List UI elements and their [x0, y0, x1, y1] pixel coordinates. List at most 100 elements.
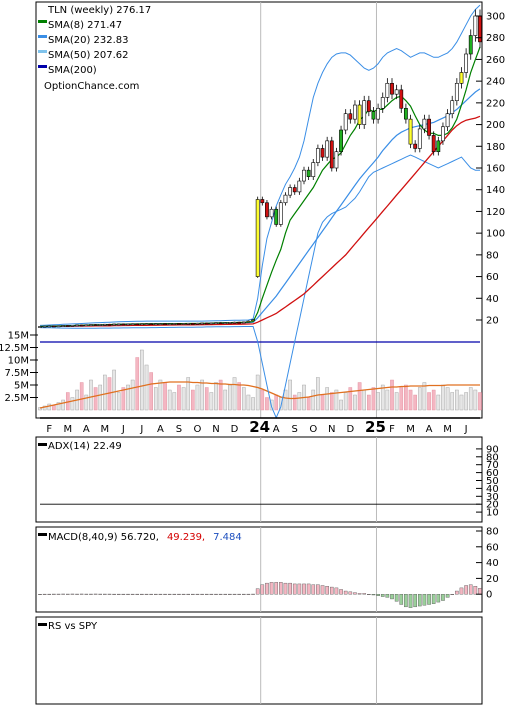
volume-bar: [251, 397, 255, 411]
sma50-line: [40, 115, 481, 328]
volume-bar: [218, 379, 223, 411]
candle-body: [47, 325, 52, 328]
candle-body: [93, 324, 98, 326]
volume-bar: [223, 389, 228, 411]
candle-body: [343, 113, 348, 131]
candle-body: [126, 323, 130, 326]
candle-body: [172, 323, 177, 325]
candle-body: [61, 325, 66, 327]
price-tick-label: 40: [486, 294, 499, 305]
candle-body: [190, 323, 195, 325]
volume-bar: [468, 387, 473, 411]
candle-body: [450, 100, 455, 115]
macd-histogram-bar: [237, 593, 241, 595]
volume-bar: [348, 387, 353, 411]
macd-histogram-bar: [107, 593, 112, 595]
candle-body: [278, 202, 283, 225]
price-tick-label: 100: [486, 229, 505, 240]
candle-body: [121, 323, 126, 326]
macd-signal-value: 49.239,: [167, 532, 205, 543]
macd-histogram-bar: [288, 582, 292, 595]
volume-bar: [455, 389, 459, 411]
macd-histogram-bar: [269, 582, 274, 595]
candle-body: [353, 104, 357, 120]
x-axis-label: J: [464, 424, 468, 435]
macd-histogram-bar: [130, 593, 135, 595]
macd-histogram-bar: [42, 593, 47, 595]
volume-bar: [98, 384, 103, 411]
macd-histogram-bar: [209, 593, 214, 595]
candle-body: [260, 199, 265, 204]
macd-grid: [260, 527, 377, 612]
x-axis-label: A: [157, 424, 164, 435]
candle-body: [130, 323, 135, 326]
price-tick-label: 60: [486, 272, 499, 283]
volume-bar: [163, 382, 167, 411]
candle-body: [181, 323, 186, 325]
candle-body: [98, 324, 103, 326]
macd-histogram-bar: [255, 588, 260, 595]
macd-histogram-bar: [126, 593, 130, 595]
macd-histogram-bar: [135, 593, 140, 595]
x-axis-label: A: [426, 424, 433, 435]
volume-bar: [140, 349, 144, 411]
adx-tick-label: 10: [486, 508, 499, 519]
candle-body: [227, 322, 232, 324]
candle-body: [297, 180, 302, 193]
macd-histogram-bar: [404, 594, 408, 608]
macd-histogram-bar: [306, 583, 311, 595]
candle-body: [153, 323, 158, 325]
candle-body: [177, 323, 181, 325]
candle-body: [394, 89, 399, 95]
candle-body: [436, 140, 441, 153]
macd-histogram-bar: [357, 593, 362, 595]
price-tick-label: 200: [486, 120, 505, 131]
macd-histogram-bar: [195, 593, 200, 595]
candle-body: [75, 324, 79, 327]
candle-body: [237, 321, 242, 324]
macd-histogram-bar: [450, 594, 455, 595]
rs-legend-swatch: [38, 623, 47, 626]
volume-bar: [255, 374, 260, 411]
legend-swatch-sma50: [38, 50, 47, 53]
macd-histogram-bar: [223, 593, 228, 595]
volume-bar: [427, 392, 431, 411]
price-legend: TLN (weekly) 276.17 SMA(8) 271.47 SMA(20…: [38, 5, 151, 92]
volume-bar: [260, 389, 265, 411]
x-axis-label: M: [443, 424, 452, 435]
candle-body: [399, 89, 404, 109]
volume-bar: [441, 384, 445, 411]
macd-tick-label: 40: [486, 558, 499, 569]
macd-histogram-bar: [431, 594, 436, 604]
volume-tick-label: 15M: [8, 331, 29, 342]
volume-bar: [144, 364, 149, 411]
volume-bar: [459, 394, 464, 411]
macd-histogram-bar: [140, 593, 144, 595]
macd-histogram-bar: [371, 594, 376, 596]
volume-bar: [153, 387, 158, 411]
macd-tick-label: 0: [486, 590, 492, 601]
bollinger-upper-line: [39, 4, 481, 326]
macd-histogram-bar: [464, 585, 468, 595]
candle-body: [42, 325, 47, 328]
rs-panel-frame: [35, 616, 483, 705]
candle-body: [209, 322, 214, 325]
macd-histogram-bar: [186, 593, 191, 595]
macd-histogram-bar: [172, 593, 177, 595]
volume-bar: [288, 379, 292, 411]
price-tick-label: 120: [486, 207, 505, 218]
price-tick-label: 140: [486, 185, 505, 196]
candle-body: [311, 162, 316, 177]
candle-body: [288, 187, 293, 196]
macd-histogram-bar: [153, 593, 158, 595]
macd-histogram-bar: [380, 594, 385, 597]
candle-body: [158, 323, 163, 325]
legend-swatch-sma8: [38, 20, 47, 23]
volume-bar: [380, 384, 385, 411]
volume-bar: [158, 379, 163, 411]
volume-bar: [149, 372, 153, 411]
volume-bar: [232, 377, 237, 411]
volume-bar: [394, 392, 399, 411]
macd-histogram-bar: [297, 583, 302, 595]
